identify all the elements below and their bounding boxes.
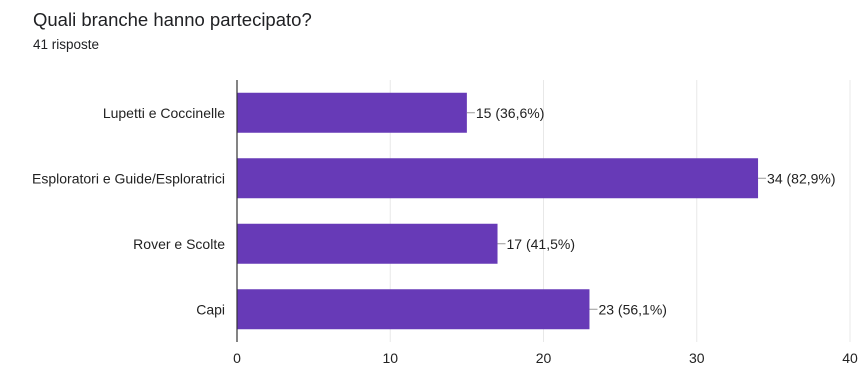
bar-1	[237, 93, 467, 133]
data-label-4: 23 (56,1%)	[598, 301, 666, 317]
x-tick-label-2: 20	[536, 350, 552, 366]
x-tick-label-3: 30	[689, 350, 705, 366]
category-label-1: Lupetti e Coccinelle	[103, 105, 225, 121]
data-label-1: 15 (36,6%)	[476, 105, 544, 121]
category-label-4: Capi	[196, 301, 225, 317]
bar-3	[237, 224, 498, 264]
bar-4	[237, 289, 589, 329]
category-label-2: Esploratori e Guide/Esploratrici	[32, 170, 225, 186]
category-label-3: Rover e Scolte	[133, 236, 225, 252]
x-tick-label-4: 40	[842, 350, 858, 366]
x-tick-label-1: 10	[382, 350, 398, 366]
data-label-2: 34 (82,9%)	[767, 170, 835, 186]
data-label-3: 17 (41,5%)	[507, 236, 575, 252]
bar-2	[237, 158, 758, 198]
x-tick-label-0: 0	[233, 350, 241, 366]
